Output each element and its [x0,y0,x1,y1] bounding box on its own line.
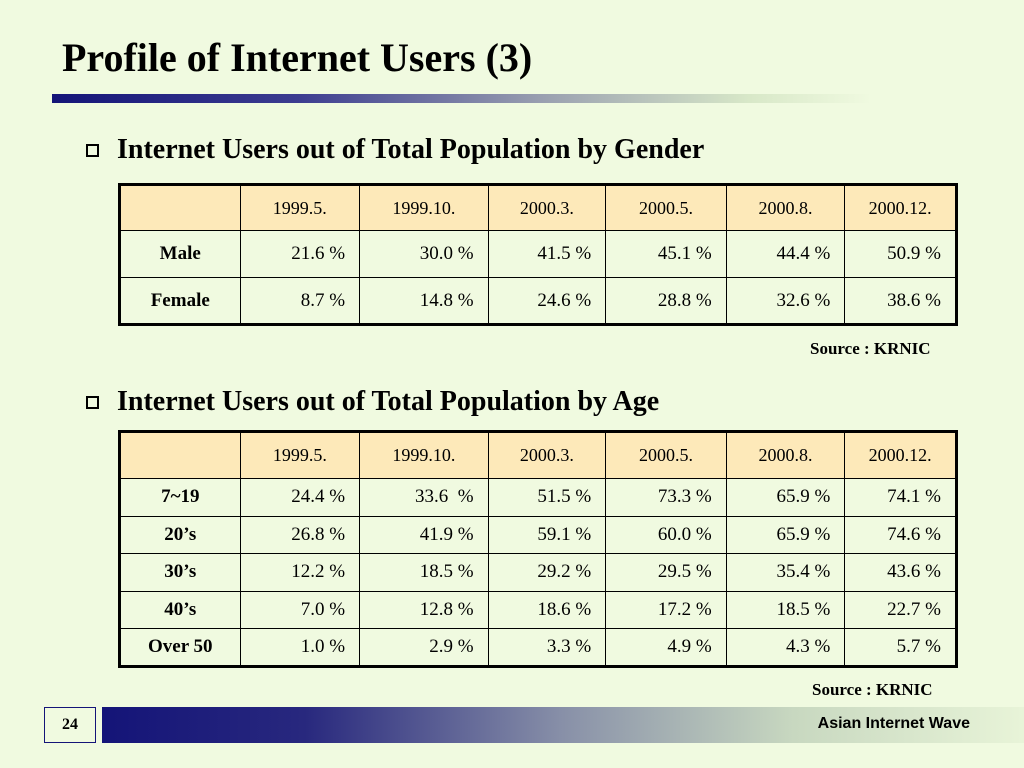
page-number: 24 [44,707,96,743]
table-cell: 65.9 % [725,515,846,555]
table-cell: 51.5 % [487,478,607,517]
table-row: Female 8.7 % 14.8 % 24.6 % 28.8 % 32.6 %… [119,277,957,325]
table-cell: 43.6 % [844,553,957,592]
table-cell: 60.0 % [605,515,727,555]
title-underline-bar [52,94,872,103]
table-header-row: 1999.5. 1999.10. 2000.3. 2000.5. 2000.8.… [119,184,957,231]
table-cell: 65.9 % [725,478,846,517]
footer-gradient-bar [102,707,1024,743]
table-cell: 50.9 % [844,230,957,278]
table-cell: 74.6 % [844,515,957,555]
header-cell: 2000.5. [605,184,727,231]
table-cell: 3.3 % [487,628,607,667]
header-cell: 1999.10. [359,431,489,479]
table-cell: 24.4 % [239,478,361,517]
table-cell: 45.1 % [605,230,727,278]
age-source-note: Source : KRNIC [812,680,933,699]
table-cell: 29.5 % [605,553,727,592]
table-cell: 12.8 % [359,590,489,630]
table-cell: 30.0 % [359,230,489,278]
row-label: 20’s [119,515,241,555]
header-cell: 2000.12. [844,431,957,479]
table-row: 40’s 7.0 % 12.8 % 18.6 % 17.2 % 18.5 % 2… [119,590,957,630]
age-heading-text: Internet Users out of Total Population b… [117,386,660,417]
age-section-heading: Internet Users out of Total Population b… [86,388,659,416]
header-cell: 2000.5. [605,431,727,479]
header-cell: 2000.8. [725,184,846,231]
table-cell: 21.6 % [239,230,361,278]
hollow-square-bullet-icon [86,143,99,157]
table-cell: 44.4 % [725,230,846,278]
header-cell: 2000.8. [725,431,846,479]
table-cell: 29.2 % [487,553,607,592]
table-row: Over 50 1.0 % 2.9 % 3.3 % 4.9 % 4.3 % 5.… [119,628,957,667]
gender-section-heading: Internet Users out of Total Population b… [86,136,704,164]
table-cell: 74.1 % [844,478,957,517]
table-cell: 4.9 % [605,628,727,667]
table-cell: 33.6 % [359,478,489,517]
table-cell: 18.6 % [487,590,607,630]
table-cell: 59.1 % [487,515,607,555]
table-cell: 32.6 % [725,277,846,325]
table-cell: 12.2 % [239,553,361,592]
age-table: 1999.5. 1999.10. 2000.3. 2000.5. 2000.8.… [118,430,958,668]
header-cell: 1999.5. [239,431,361,479]
table-cell: 73.3 % [605,478,727,517]
table-cell: 14.8 % [359,277,489,325]
header-cell: 2000.3. [487,431,607,479]
table-cell: 7.0 % [239,590,361,630]
table-cell: 24.6 % [487,277,607,325]
table-cell: 22.7 % [844,590,957,630]
gender-source-note: Source : KRNIC [810,339,931,358]
row-label: Male [119,230,241,278]
header-cell: 1999.10. [359,184,489,231]
row-label: Female [119,277,241,325]
row-label: 7~19 [119,478,241,517]
table-cell: 41.9 % [359,515,489,555]
table-cell: 26.8 % [239,515,361,555]
header-cell [119,431,241,479]
footer-title: Asian Internet Wave [817,715,970,732]
table-cell: 41.5 % [487,230,607,278]
table-cell: 5.7 % [844,628,957,667]
hollow-square-bullet-icon [86,395,99,409]
slide-title: Profile of Internet Users (3) [62,35,533,80]
table-row: 7~19 24.4 % 33.6 % 51.5 % 73.3 % 65.9 % … [119,478,957,517]
row-label: 30’s [119,553,241,592]
table-cell: 1.0 % [239,628,361,667]
gender-heading-text: Internet Users out of Total Population b… [117,134,705,165]
table-cell: 35.4 % [725,553,846,592]
table-row: 20’s 26.8 % 41.9 % 59.1 % 60.0 % 65.9 % … [119,515,957,555]
row-label: Over 50 [119,628,241,667]
table-row: Male 21.6 % 30.0 % 41.5 % 45.1 % 44.4 % … [119,230,957,278]
table-cell: 4.3 % [725,628,846,667]
table-cell: 8.7 % [239,277,361,325]
row-label: 40’s [119,590,241,630]
table-header-row: 1999.5. 1999.10. 2000.3. 2000.5. 2000.8.… [119,431,957,479]
table-row: 30’s 12.2 % 18.5 % 29.2 % 29.5 % 35.4 % … [119,553,957,592]
table-cell: 17.2 % [605,590,727,630]
header-cell: 2000.3. [487,184,607,231]
header-cell: 2000.12. [844,184,957,231]
table-cell: 18.5 % [359,553,489,592]
header-cell [119,184,241,231]
gender-table: 1999.5. 1999.10. 2000.3. 2000.5. 2000.8.… [118,183,958,326]
table-cell: 2.9 % [359,628,489,667]
table-cell: 18.5 % [725,590,846,630]
header-cell: 1999.5. [239,184,361,231]
table-cell: 28.8 % [605,277,727,325]
table-cell: 38.6 % [844,277,957,325]
